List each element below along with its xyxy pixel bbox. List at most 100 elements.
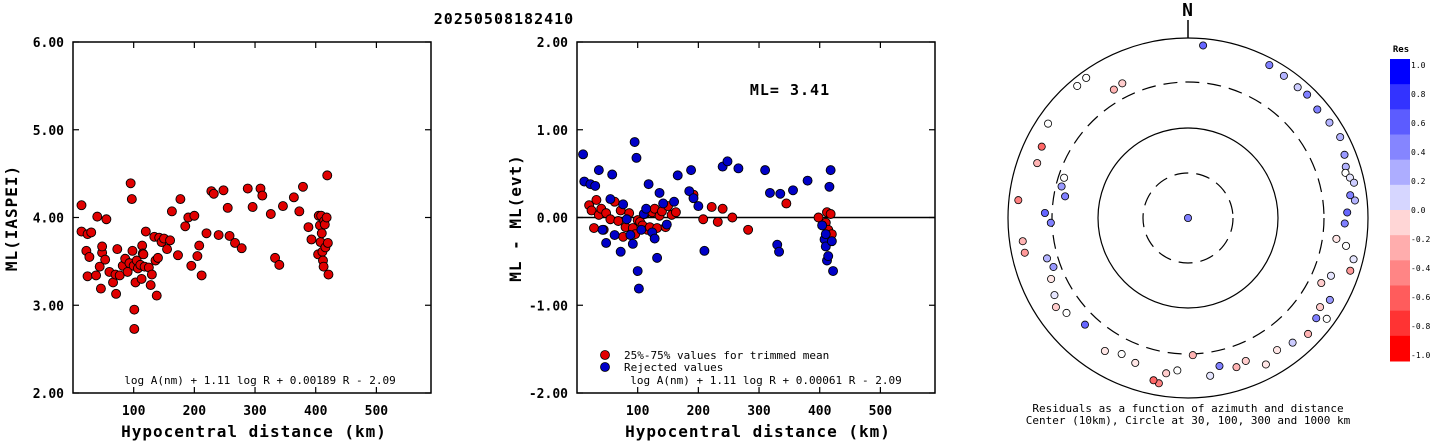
x-tick-label: 300 bbox=[747, 404, 771, 419]
data-point bbox=[722, 156, 733, 167]
formula-text: log A(nm) + 1.11 log R + 0.00189 R - 2.0… bbox=[124, 374, 396, 387]
y-tick-label: -2.00 bbox=[529, 387, 568, 402]
data-point bbox=[788, 185, 798, 196]
data-point bbox=[175, 194, 186, 205]
data-point bbox=[111, 288, 122, 299]
data-point bbox=[636, 224, 647, 235]
data-point bbox=[706, 202, 717, 212]
station-marker bbox=[1340, 219, 1349, 228]
station-marker bbox=[1241, 356, 1250, 365]
data-point bbox=[590, 180, 601, 191]
station-marker bbox=[1215, 362, 1224, 371]
station-marker bbox=[1173, 366, 1182, 375]
data-point bbox=[166, 206, 177, 217]
station-marker bbox=[1061, 192, 1070, 201]
data-point bbox=[698, 214, 709, 225]
data-point bbox=[186, 260, 197, 271]
data-point bbox=[194, 240, 205, 251]
data-point bbox=[593, 165, 604, 176]
data-point bbox=[222, 202, 233, 213]
station-marker bbox=[1118, 79, 1127, 88]
x-tick-label: 200 bbox=[687, 404, 711, 419]
data-point bbox=[765, 187, 775, 198]
polar-caption-2: Center (10km), Circle at 30, 100, 300 an… bbox=[1026, 414, 1351, 427]
data-point bbox=[688, 193, 699, 204]
station-marker bbox=[1044, 119, 1053, 128]
ml-annotation: ML= 3.41 bbox=[750, 81, 830, 99]
colorbar-label: 0.8 bbox=[1411, 90, 1426, 99]
data-point bbox=[180, 221, 191, 232]
data-point bbox=[138, 249, 149, 260]
colorbar-label: 0.2 bbox=[1411, 177, 1426, 186]
data-point bbox=[817, 220, 828, 231]
station-marker bbox=[1082, 73, 1091, 82]
colorbar-label: 0.6 bbox=[1411, 119, 1426, 128]
residual-polar-plot: N Residuals as a function of azimuth and… bbox=[1007, 0, 1369, 427]
data-point bbox=[643, 179, 654, 190]
data-point bbox=[189, 210, 200, 221]
y-tick-label: 2.00 bbox=[33, 387, 64, 402]
station-marker bbox=[1184, 213, 1193, 222]
x-tick-label: 400 bbox=[808, 404, 832, 419]
y-tick-label: 0.00 bbox=[537, 212, 568, 227]
station-marker bbox=[1316, 303, 1325, 312]
data-point bbox=[242, 183, 253, 194]
data-point bbox=[274, 259, 285, 270]
data-point bbox=[658, 198, 669, 209]
data-point bbox=[306, 234, 317, 245]
y-tick-label: 5.00 bbox=[33, 124, 64, 139]
station-marker bbox=[1336, 133, 1345, 142]
legend-text-trimmed: 25%-75% values for trimmed mean bbox=[624, 349, 829, 362]
colorbar-cell bbox=[1390, 84, 1410, 110]
station-marker bbox=[1317, 279, 1326, 288]
station-marker bbox=[1062, 308, 1071, 317]
data-point bbox=[826, 236, 837, 247]
station-marker bbox=[1014, 196, 1023, 205]
station-marker bbox=[1020, 248, 1029, 257]
data-point bbox=[823, 251, 834, 262]
station-marker bbox=[1043, 254, 1052, 263]
data-point bbox=[813, 212, 824, 223]
data-point bbox=[591, 194, 602, 205]
station-marker bbox=[1350, 196, 1359, 205]
data-point bbox=[92, 211, 103, 222]
data-point bbox=[589, 223, 599, 233]
data-point bbox=[95, 283, 106, 294]
colorbar-cell bbox=[1390, 134, 1410, 161]
data-point bbox=[152, 252, 163, 263]
station-marker bbox=[1131, 358, 1140, 367]
station-marker bbox=[1162, 369, 1171, 378]
range-circle-dashed bbox=[1051, 81, 1325, 355]
data-point bbox=[618, 199, 629, 210]
residual-colorbar: Res 1.0 0.8 0.6 0.4 0.2 0.0 -0.2 -0.4 -0.6 -0.8 -1… bbox=[1390, 45, 1430, 362]
station-marker bbox=[1350, 178, 1359, 187]
station-marker bbox=[1188, 351, 1197, 360]
data-point bbox=[100, 254, 111, 265]
colorbar-label: -0.6 bbox=[1411, 293, 1430, 302]
data-point bbox=[672, 170, 683, 181]
data-point bbox=[91, 270, 102, 281]
station-marker bbox=[1265, 61, 1274, 70]
station-marker bbox=[1047, 274, 1056, 283]
colorbar-cell bbox=[1390, 260, 1410, 286]
data-point bbox=[140, 226, 151, 237]
station-marker bbox=[1199, 41, 1208, 50]
colorbar-cell bbox=[1390, 335, 1410, 362]
station-marker bbox=[1346, 266, 1355, 275]
data-point bbox=[94, 261, 105, 272]
data-point bbox=[126, 194, 137, 205]
station-marker bbox=[1346, 191, 1355, 200]
station-marker bbox=[1312, 314, 1321, 323]
data-point bbox=[265, 209, 276, 219]
data-point bbox=[298, 181, 308, 192]
data-point bbox=[323, 269, 334, 280]
data-point bbox=[727, 212, 738, 223]
figure-title: 20250508182410 bbox=[434, 10, 574, 28]
station-marker bbox=[1232, 363, 1241, 372]
data-point bbox=[257, 190, 268, 201]
data-point bbox=[717, 203, 728, 214]
station-marker bbox=[1349, 255, 1358, 264]
colorbar-title: Res bbox=[1393, 45, 1409, 55]
data-point bbox=[84, 252, 95, 262]
data-point bbox=[192, 251, 203, 262]
